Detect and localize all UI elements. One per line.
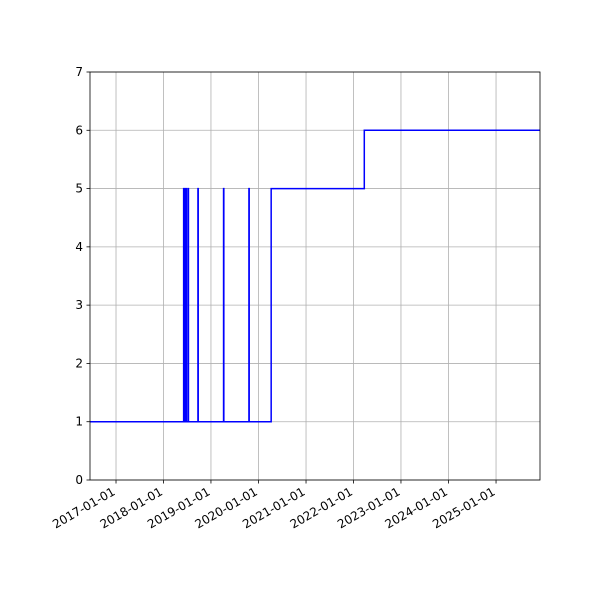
- y-tick-label: 7: [75, 65, 83, 79]
- y-tick-label: 4: [75, 240, 83, 254]
- y-tick-label: 1: [75, 415, 83, 429]
- y-tick-label: 2: [75, 356, 83, 370]
- y-tick-label: 6: [75, 123, 83, 137]
- series-line: [90, 129, 540, 423]
- y-tick-label: 3: [75, 298, 83, 312]
- y-tick-label: 5: [75, 182, 83, 196]
- axes-frame: [89, 71, 541, 481]
- y-tick-label: 0: [75, 473, 83, 487]
- plot-area: [90, 72, 540, 480]
